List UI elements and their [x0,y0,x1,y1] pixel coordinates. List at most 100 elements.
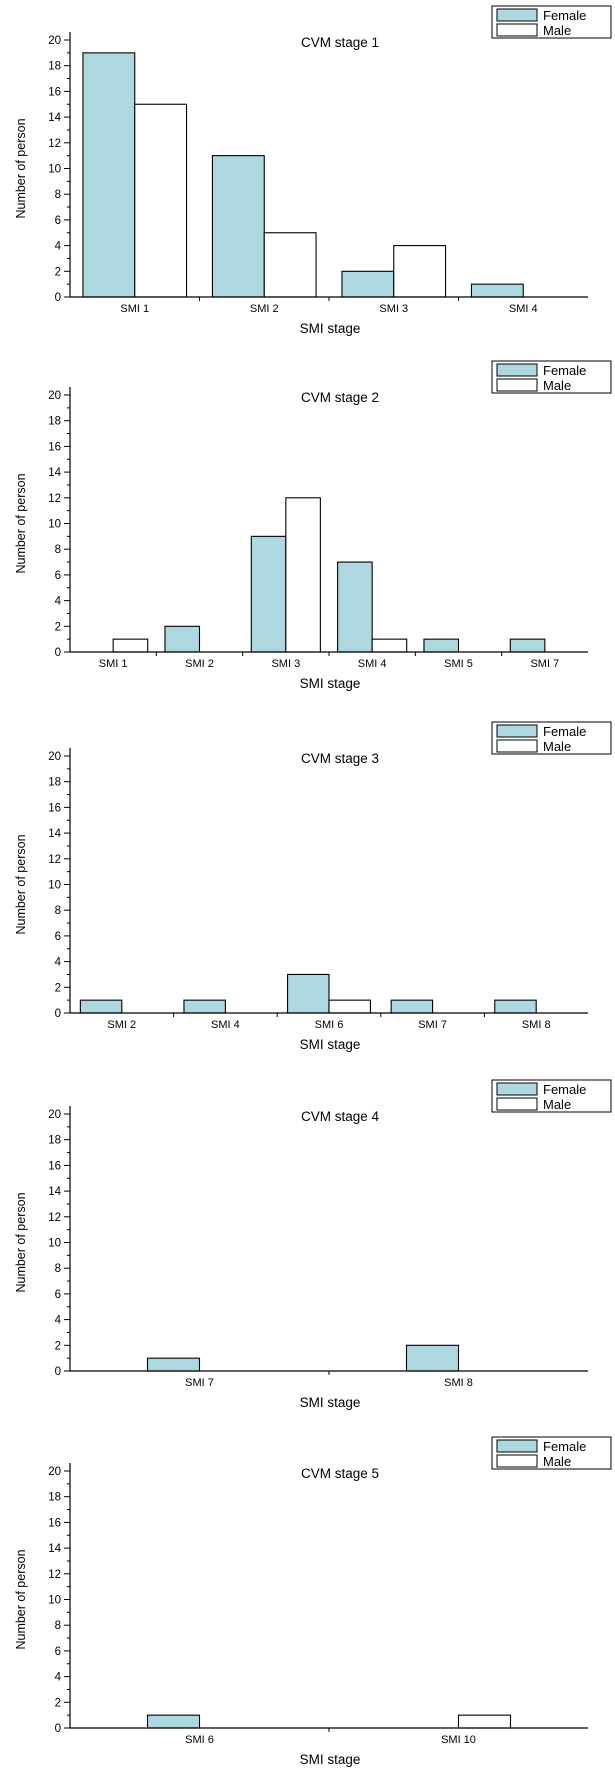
legend-label-female: Female [543,363,586,378]
y-tick-label: 6 [55,1289,61,1301]
y-tick-label: 8 [55,1263,61,1275]
bar-female-smi-8 [494,999,537,1014]
chart-panel-cvm-stage-3: CVM stage 3 Female Male 0 2 4 6 8 10 12 14 16 18 20 SM… [0,716,615,1066]
y-tick-label: 18 [48,61,61,73]
bar-female-smi-4 [337,561,373,653]
y-tick-label: 4 [55,1315,62,1327]
x-axis-title: SMI stage [300,676,361,691]
x-tick-label: SMI 6 [315,1019,344,1031]
chart-panel-cvm-stage-1: CVM stage 1 Female Male 0 2 4 6 8 10 12 14 16 18 20 SM… [0,0,615,350]
bar-female-smi-1 [82,52,136,298]
bar-male-smi-2 [263,232,317,298]
legend-label-male: Male [543,1097,571,1112]
legend-label-female: Female [543,1082,586,1097]
y-tick-label: 16 [48,441,61,453]
y-tick-label: 2 [55,982,61,994]
bar-female-smi-3 [341,270,395,298]
legend-swatch-male [496,1097,538,1111]
legend-swatch-female [496,1439,538,1453]
y-tick-label: 0 [55,1723,61,1735]
bar-female-smi-8 [405,1344,460,1372]
x-tick-label: SMI 7 [418,1019,447,1031]
y-axis-title: Number of person [14,118,28,218]
legend-swatch-male [496,23,538,37]
y-tick-label: 4 [55,596,62,608]
legend-swatch-female [496,8,538,22]
legend-swatch-male [496,1454,538,1468]
bar-female-smi-5 [423,638,460,653]
bar-male-smi-1 [134,103,188,298]
legend-label-male: Male [543,23,571,38]
y-tick-label: 18 [48,1135,61,1147]
chart-panel-cvm-stage-4: CVM stage 4 Female Male 0 2 4 6 8 10 12 14 16 18 20 SM… [0,1074,615,1424]
legend-label-female: Female [543,724,586,739]
bar-female-smi-7 [509,638,546,653]
bar-female-smi-2 [164,625,201,653]
y-tick-label: 8 [55,544,61,556]
legend-swatch-female [496,1082,538,1096]
y-tick-label: 16 [48,1160,61,1172]
legend-label-male: Male [543,1454,571,1469]
y-tick-label: 12 [48,138,61,150]
bar-female-smi-7 [390,999,434,1014]
bar-male-smi-1 [112,638,149,653]
y-tick-label: 6 [55,1646,61,1658]
bar-male-smi-10 [457,1714,512,1729]
y-tick-label: 8 [55,905,61,917]
y-tick-label: 2 [55,1340,61,1352]
y-tick-label: 20 [48,1109,61,1121]
bar-male-smi-4 [371,638,408,653]
y-tick-label: 12 [48,854,61,866]
x-tick-label: SMI 10 [441,1734,476,1746]
chart-panel-cvm-stage-2: CVM stage 2 Female Male 0 2 4 6 8 10 12 14 16 18 20 SM… [0,355,615,705]
bar-female-smi-2 [79,999,123,1014]
y-tick-label: 2 [55,1697,61,1709]
y-tick-label: 6 [55,215,61,227]
y-tick-label: 14 [48,1543,61,1555]
bar-female-smi-3 [250,535,287,653]
chart-title: CVM stage 1 [301,35,379,50]
y-tick-label: 16 [48,802,61,814]
bar-male-smi-6 [328,999,371,1014]
y-tick-label: 12 [48,1212,61,1224]
y-tick-label: 18 [48,1492,61,1504]
y-tick-label: 18 [48,416,61,428]
y-tick-label: 14 [48,828,61,840]
y-tick-label: 8 [55,1620,61,1632]
legend-label-female: Female [543,1439,586,1454]
y-axis-title: Number of person [14,1192,28,1292]
bar-female-smi-4 [183,999,226,1014]
x-axis-title: SMI stage [300,1395,361,1410]
y-tick-label: 10 [48,1595,61,1607]
legend-swatch-male [496,378,538,392]
x-tick-label: SMI 1 [99,658,128,670]
legend-swatch-female [496,724,538,738]
x-tick-label: SMI 8 [444,1377,473,1389]
legend-label-male: Male [543,378,571,393]
chart-title: CVM stage 2 [301,390,379,405]
y-tick-label: 4 [55,241,62,253]
x-tick-label: SMI 4 [358,658,387,670]
x-tick-label: SMI 7 [530,658,559,670]
y-tick-label: 10 [48,519,61,531]
legend-swatch-male [496,739,538,753]
y-tick-label: 20 [48,1466,61,1478]
y-tick-label: 0 [55,292,61,304]
y-axis-title: Number of person [14,473,28,573]
y-tick-label: 2 [55,266,61,278]
y-tick-label: 20 [48,35,61,47]
y-tick-label: 10 [48,880,61,892]
y-tick-label: 10 [48,1238,61,1250]
x-axis-title: SMI stage [300,1037,361,1052]
bar-male-smi-3 [393,245,447,298]
y-tick-label: 0 [55,1366,61,1378]
bar-male-smi-3 [285,497,321,653]
x-tick-label: SMI 2 [250,303,279,315]
x-tick-label: SMI 1 [120,303,149,315]
x-tick-label: SMI 4 [211,1019,240,1031]
y-tick-label: 20 [48,390,61,402]
